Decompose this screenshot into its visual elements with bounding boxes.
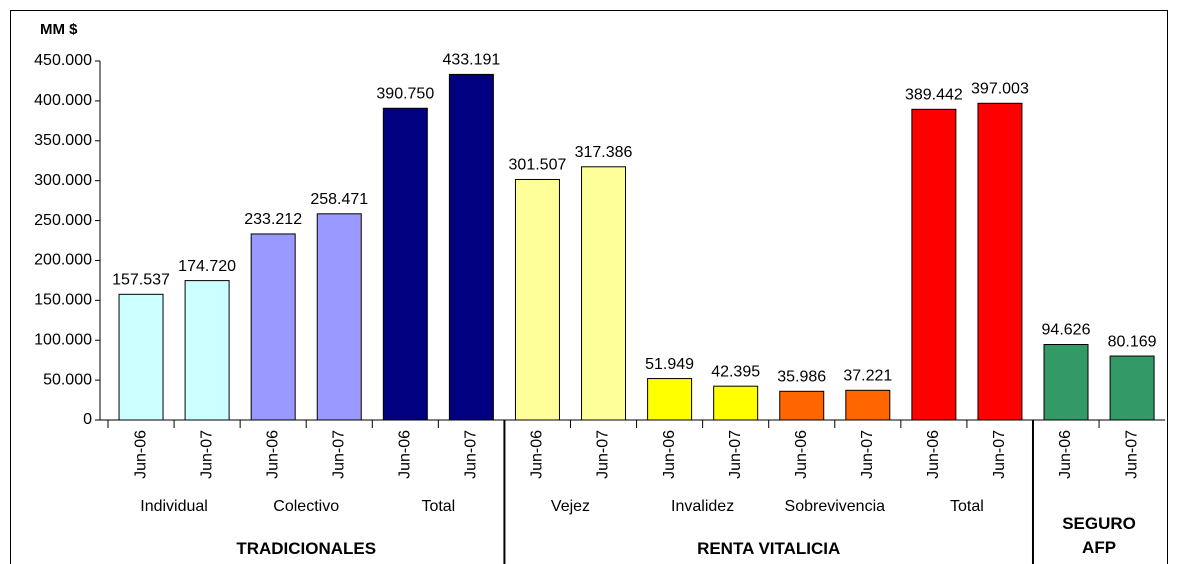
data-label: 37.221 [843, 368, 892, 385]
bar [184, 280, 230, 421]
bar [382, 107, 428, 421]
bar [713, 385, 759, 421]
data-label: 317.386 [575, 144, 633, 161]
bar [845, 389, 891, 421]
bar [316, 213, 362, 421]
y-tick-label: 200.000 [34, 252, 92, 269]
x-tick-label: Jun-07 [1123, 430, 1140, 479]
x-tick-label: Jun-06 [397, 430, 414, 479]
x-tick-label: Jun-07 [330, 430, 347, 479]
data-label: 174.720 [178, 258, 236, 275]
group-label: Colectivo [273, 498, 339, 515]
data-label: 258.471 [310, 191, 368, 208]
y-tick-label: 300.000 [34, 172, 92, 189]
bar [647, 378, 693, 421]
data-label: 397.003 [971, 80, 1029, 97]
y-tick-label: 0 [83, 411, 92, 428]
data-label: 233.212 [244, 211, 302, 228]
data-label: 42.395 [711, 363, 760, 380]
bar [911, 108, 957, 421]
bar [581, 166, 627, 421]
bar [977, 102, 1023, 421]
group-label: Total [421, 498, 455, 515]
data-label: 94.626 [1042, 322, 1091, 339]
x-tick-label: Jun-06 [793, 430, 810, 479]
supergroup-label: TRADICIONALES [236, 539, 377, 558]
x-tick-label: Jun-07 [991, 430, 1008, 479]
bar [1109, 355, 1155, 421]
data-label: 390.750 [376, 85, 434, 102]
group-label: Sobrevivencia [785, 498, 886, 515]
y-tick-label: 350.000 [34, 132, 92, 149]
data-label: 157.537 [112, 272, 170, 289]
y-tick-label: 250.000 [34, 212, 92, 229]
x-tick-label: Jun-06 [132, 430, 149, 479]
supergroup-label: RENTA VITALICIA [697, 539, 841, 558]
bar [250, 233, 296, 421]
x-tick-label: Jun-06 [1057, 430, 1074, 479]
data-label: 433.191 [442, 52, 500, 69]
x-tick-label: Jun-07 [463, 430, 480, 479]
y-tick-label: 450.000 [34, 52, 92, 69]
y-axis-label: MM $ [40, 21, 78, 38]
group-label: Vejez [551, 498, 590, 515]
bar [779, 390, 825, 421]
x-tick-label: Jun-07 [595, 430, 612, 479]
x-tick-label: Jun-06 [925, 430, 942, 479]
x-tick-label: Jun-07 [198, 430, 215, 479]
x-tick-label: Jun-07 [859, 430, 876, 479]
y-tick-label: 150.000 [34, 292, 92, 309]
y-tick-label: 50.000 [43, 371, 92, 388]
bar [448, 73, 494, 421]
x-tick-label: Jun-06 [529, 430, 546, 479]
x-tick-label: Jun-07 [727, 430, 744, 479]
y-tick-label: 400.000 [34, 92, 92, 109]
data-label: 389.442 [905, 87, 963, 104]
data-label: 80.169 [1108, 333, 1157, 350]
supergroup-label: SEGURO AFP [1062, 514, 1136, 557]
group-label: Invalidez [671, 498, 734, 515]
frame [10, 10, 1168, 564]
y-tick-label: 100.000 [34, 331, 92, 348]
data-label: 301.507 [509, 157, 567, 174]
x-tick-label: Jun-06 [264, 430, 281, 479]
bar [1043, 344, 1089, 421]
bar [118, 293, 164, 421]
x-tick-label: Jun-06 [661, 430, 678, 479]
data-label: 35.986 [777, 369, 826, 386]
group-label: Total [950, 498, 984, 515]
bar [514, 178, 560, 421]
data-label: 51.949 [645, 356, 694, 373]
group-label: Individual [140, 498, 208, 515]
